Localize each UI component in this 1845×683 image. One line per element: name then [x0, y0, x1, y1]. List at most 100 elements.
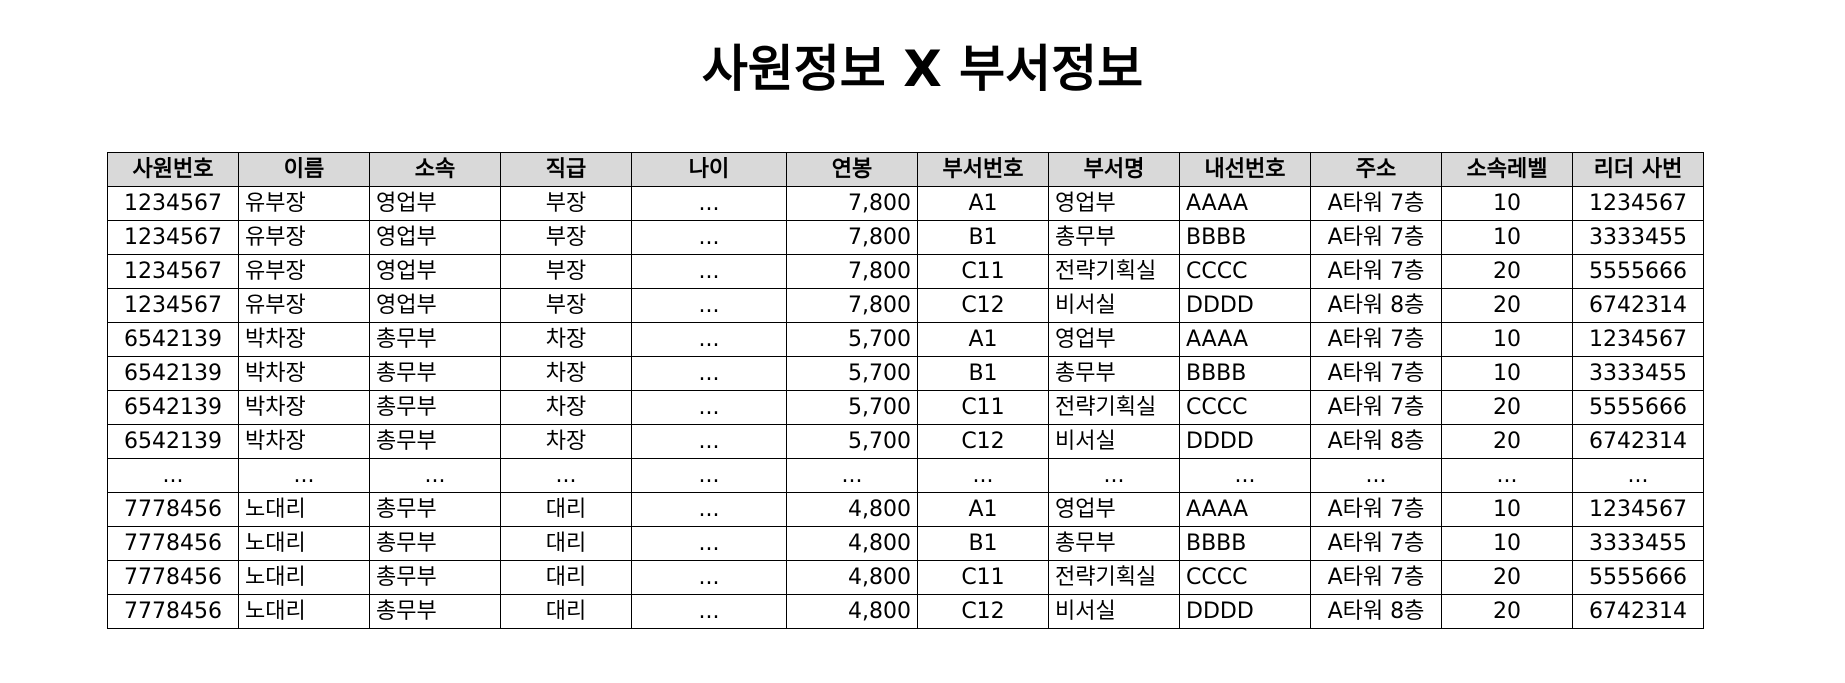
column-header: 내선번호 [1179, 152, 1311, 187]
table-row: 1234567 유부장 영업부 부장... 7,800 B1 총무부 BBBB A타워 7층 10… [107, 220, 1704, 255]
table-cell: BBBB [1179, 526, 1311, 561]
table-cell: A타워 8층 [1310, 594, 1442, 629]
table-cell: A타워 7층 [1310, 526, 1442, 561]
table-cell: 총무부 [369, 594, 501, 629]
table-cell: ... [631, 322, 787, 357]
table-cell: 영업부 [1048, 186, 1180, 221]
table-cell: 부장 [500, 186, 632, 221]
column-header: 직급 [500, 152, 632, 187]
table-cell: 총무부 [369, 356, 501, 391]
table-cell: 총무부 [1048, 526, 1180, 561]
table-cell: 총무부 [369, 424, 501, 459]
table-cell: A타워 7층 [1310, 560, 1442, 595]
table-cell: ... [500, 458, 632, 493]
table-cell: 유부장 [238, 254, 370, 289]
table-cell: 10 [1441, 356, 1573, 391]
table-cell: ... [631, 526, 787, 561]
table-cell: 5,700 [786, 424, 918, 459]
table-cell: 노대리 [238, 526, 370, 561]
table-cell: C12 [917, 594, 1049, 629]
table-cell: 1234567 [107, 254, 239, 289]
table-cell: 10 [1441, 186, 1573, 221]
table-cell: 7,800 [786, 254, 918, 289]
table-cell: 영업부 [1048, 322, 1180, 357]
table-cell: ... [1572, 458, 1704, 493]
table-cell: A1 [917, 322, 1049, 357]
table-row: 6542139 박차장 총무부 차장... 5,700 C12 비서실 DDDD A타워 8층 2… [107, 424, 1704, 459]
table-cell: ... [631, 594, 787, 629]
table-cell: 노대리 [238, 560, 370, 595]
table-row: 7778456 노대리 총무부 대리... 4,800 B1 총무부 BBBB A타워 7층 10… [107, 526, 1704, 561]
table-cell: 20 [1441, 390, 1573, 425]
table-cell: 총무부 [369, 560, 501, 595]
table-cell: 5,700 [786, 390, 918, 425]
table-cell: 20 [1441, 254, 1573, 289]
table-cell: AAAA [1179, 186, 1311, 221]
table-cell: 영업부 [369, 254, 501, 289]
table-cell: 20 [1441, 560, 1573, 595]
table-cell: 6542139 [107, 424, 239, 459]
table-cell: 7778456 [107, 560, 239, 595]
table-cell: 총무부 [369, 322, 501, 357]
table-cell: 10 [1441, 492, 1573, 527]
table-cell: 전략기획실 [1048, 254, 1180, 289]
table-cell: 박차장 [238, 424, 370, 459]
table-cell: 부장 [500, 254, 632, 289]
table-cell: 20 [1441, 594, 1573, 629]
table-cell: AAAA [1179, 492, 1311, 527]
table-cell: ... [238, 458, 370, 493]
table-cell: C11 [917, 390, 1049, 425]
column-header: 연봉 [786, 152, 918, 187]
table-cell: 5,700 [786, 356, 918, 391]
table-cell: 비서실 [1048, 424, 1180, 459]
table-cell: 영업부 [369, 220, 501, 255]
table-cell: 부장 [500, 220, 632, 255]
table-cell: 7778456 [107, 492, 239, 527]
table-cell: BBBB [1179, 220, 1311, 255]
table-cell: 1234567 [1572, 492, 1704, 527]
table-row: .................................... [107, 458, 1704, 493]
table-cell: 4,800 [786, 526, 918, 561]
table-cell: A타워 7층 [1310, 390, 1442, 425]
table-cell: 박차장 [238, 390, 370, 425]
table-row: 6542139 박차장 총무부 차장... 5,700 C11 전략기획실 CCCC A타워 7… [107, 390, 1704, 425]
table-row: 1234567 유부장 영업부 부장... 7,800 C12 비서실 DDDD A타워 8층 2… [107, 288, 1704, 323]
table-body: 1234567 유부장 영업부 부장... 7,800 A1 영업부 AAAA A타워 7층 10… [107, 186, 1704, 629]
table-cell: 1234567 [107, 220, 239, 255]
table-cell: BBBB [1179, 356, 1311, 391]
table-cell: 노대리 [238, 594, 370, 629]
table-cell: 1234567 [107, 288, 239, 323]
table-cell: C12 [917, 424, 1049, 459]
table-cell: 1234567 [1572, 322, 1704, 357]
page-title: 사원정보 X 부서정보 [701, 40, 1144, 98]
table-cell: 대리 [500, 492, 632, 527]
table-cell: ... [631, 288, 787, 323]
table-cell: 총무부 [1048, 220, 1180, 255]
table-cell: 차장 [500, 356, 632, 391]
table-cell: 7,800 [786, 186, 918, 221]
table-cell: ... [631, 492, 787, 527]
column-header: 부서번호 [917, 152, 1049, 187]
table-cell: 7778456 [107, 594, 239, 629]
table-cell: ... [1048, 458, 1180, 493]
table-cell: ... [631, 220, 787, 255]
table-cell: B1 [917, 356, 1049, 391]
column-header: 주소 [1310, 152, 1442, 187]
table-cell: 전략기획실 [1048, 560, 1180, 595]
table-cell: 5555666 [1572, 390, 1704, 425]
table-cell: DDDD [1179, 594, 1311, 629]
table-cell: 6742314 [1572, 594, 1704, 629]
table-cell: C12 [917, 288, 1049, 323]
table-cell: 6742314 [1572, 288, 1704, 323]
table-cell: 6742314 [1572, 424, 1704, 459]
table-cell: 1234567 [107, 186, 239, 221]
table-cell: 6542139 [107, 356, 239, 391]
table-cell: 대리 [500, 594, 632, 629]
table-cell: A타워 7층 [1310, 492, 1442, 527]
table-cell: 노대리 [238, 492, 370, 527]
table-cell: 20 [1441, 424, 1573, 459]
table-cell: AAAA [1179, 322, 1311, 357]
table-cell: 영업부 [1048, 492, 1180, 527]
table-cell: 20 [1441, 288, 1573, 323]
table-cell: A타워 7층 [1310, 254, 1442, 289]
